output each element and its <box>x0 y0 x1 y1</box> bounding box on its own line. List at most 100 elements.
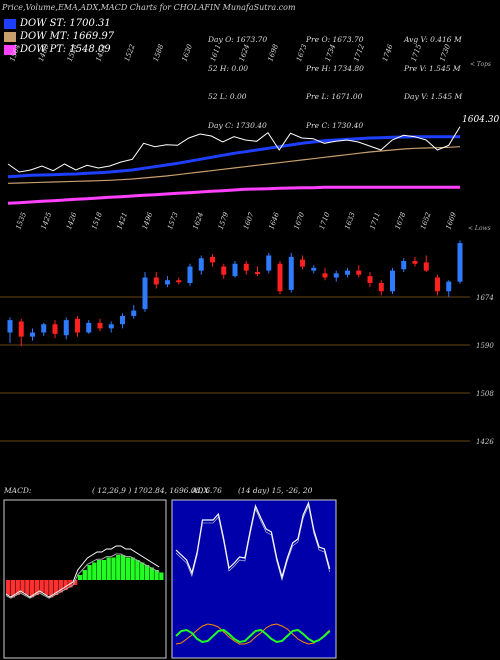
top-label: 1454 <box>94 43 108 62</box>
candle-body <box>221 266 227 275</box>
macd-bar <box>154 570 159 580</box>
low-label: 1652 <box>419 211 433 231</box>
macd-bar <box>53 580 59 595</box>
stats-col3: Avg V: 0.416 M Pre V: 1.545 M Day V: 1.5… <box>404 16 462 111</box>
top-label: 1730 <box>438 43 452 63</box>
adx-label: ADX <box>192 486 209 495</box>
stat-day-v: Day V: 1.545 M <box>404 92 463 101</box>
candle-body <box>52 324 58 334</box>
top-label: 1522 <box>123 43 137 63</box>
macd-bar <box>73 580 78 585</box>
candle-body <box>345 270 350 275</box>
legend-pt-label: DOW PT: 1548.09 <box>20 44 111 55</box>
macd-bar <box>140 562 145 580</box>
adx-plus-di-shadow <box>175 505 330 582</box>
ema-short-line <box>7 135 460 179</box>
low-label: 1710 <box>318 211 332 231</box>
macd-bar <box>96 560 102 580</box>
candle-body <box>18 321 24 337</box>
macd-bar <box>159 572 164 580</box>
macd-bar <box>49 580 54 598</box>
candle-body <box>367 276 373 283</box>
macd-label: MACD: <box>4 486 32 495</box>
candle-body <box>41 324 47 333</box>
candle-body <box>401 261 407 270</box>
level-label: 1674 <box>476 294 494 302</box>
level-label: 1426 <box>476 438 494 446</box>
macd-bar <box>58 580 63 593</box>
adx-line <box>175 628 331 644</box>
stat-pre-o: Pre O: 1673.70 <box>306 35 364 44</box>
adx-params: (14 day) 15, -26, 20 <box>238 486 313 495</box>
macd-bar <box>92 562 97 580</box>
macd-params: ( 12,26,9 ) 1702.84, 1696.08, 6.76 <box>92 486 222 495</box>
candle-body <box>131 310 137 316</box>
candle-body <box>210 256 215 263</box>
adx-plus-di-line <box>175 501 331 580</box>
low-label: 1421 <box>116 211 130 230</box>
adx-panel <box>171 499 337 659</box>
low-label: 1535 <box>14 211 28 231</box>
macd-bar <box>120 555 126 580</box>
candle-body <box>176 280 182 283</box>
candle-body <box>446 281 452 292</box>
stat-52h: 52 H: 0.00 <box>208 63 249 73</box>
macd-bar <box>25 580 30 595</box>
top-label: 1746 <box>381 43 395 63</box>
lows-side-label: < Lows <box>468 225 491 232</box>
tops-side-label: < Tops <box>470 61 491 68</box>
candle-body <box>187 266 193 283</box>
macd-bar <box>29 580 35 598</box>
macd-bar <box>116 555 121 580</box>
legend-st-swatch <box>4 18 16 29</box>
candle-body <box>423 262 429 271</box>
top-label: 1488 <box>37 43 51 63</box>
low-label: 1646 <box>267 211 281 231</box>
macd-bar <box>20 580 25 593</box>
chart-title: Price,Volume,EMA,ADX,MACD Charts for CHO… <box>2 3 296 12</box>
candle-body <box>300 259 305 267</box>
stats-col2: Pre O: 1673.70 Pre H: 1734.80 Pre L: 167… <box>306 16 364 140</box>
candle-body <box>412 261 418 264</box>
macd-bar <box>101 560 107 580</box>
macd-bar <box>39 580 44 593</box>
macd-bar <box>111 557 116 580</box>
macd-bar <box>125 557 130 580</box>
legend-mt-swatch <box>4 31 16 42</box>
candle-body <box>63 320 69 336</box>
stat-avg-v: Avg V: 0.416 M <box>404 35 462 44</box>
low-label: 1579 <box>217 211 231 231</box>
macd-bar <box>15 580 20 595</box>
candle-body <box>165 280 170 285</box>
candle-body <box>435 277 440 292</box>
top-label: 1611 <box>209 43 223 62</box>
top-label: 1528 <box>66 43 80 63</box>
macd-signal-line <box>5 553 160 599</box>
ema-mid-line <box>7 146 461 184</box>
low-label: 1607 <box>242 211 256 231</box>
legend-pt-swatch <box>4 44 16 55</box>
low-label: 1624 <box>191 211 205 230</box>
low-label: 1573 <box>166 211 180 231</box>
candle-body <box>108 324 114 329</box>
low-label: 1425 <box>40 211 54 231</box>
candle-body <box>30 332 35 337</box>
low-label: 1496 <box>141 211 155 231</box>
low-label: 1518 <box>90 211 104 231</box>
candle-body <box>288 256 294 290</box>
candle-body <box>266 255 272 271</box>
candle-body <box>7 320 13 333</box>
candle-body <box>86 322 92 333</box>
macd-bar <box>149 567 154 580</box>
legend-st: DOW ST: 1700.31 <box>4 18 111 29</box>
low-label: 1669 <box>444 211 458 231</box>
legend-st-label: DOW ST: 1700.31 <box>20 18 111 29</box>
stat-52l: 52 L: 0.00 <box>208 92 247 101</box>
last-price-tag: 1604.30 <box>462 115 500 125</box>
top-label: 1715 <box>410 43 424 63</box>
top-label: 1712 <box>352 43 366 63</box>
legend-pt: DOW PT: 1548.09 <box>4 44 111 55</box>
candle-body <box>311 267 317 271</box>
top-label: 1734 <box>324 43 338 62</box>
top-label: 1564 <box>8 43 22 62</box>
